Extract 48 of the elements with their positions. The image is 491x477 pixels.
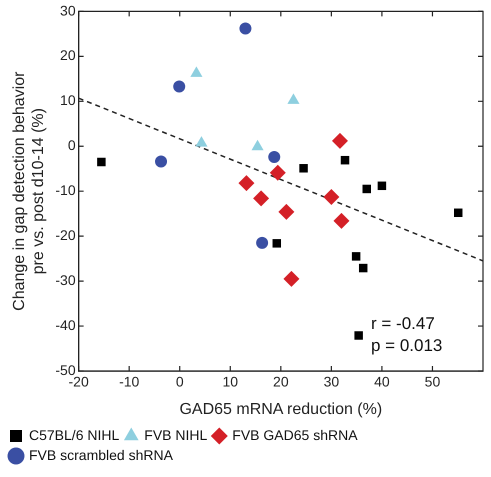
point <box>378 182 386 190</box>
legend-label: FVB GAD65 shRNA <box>232 426 358 443</box>
x-tick-label: 40 <box>374 373 390 390</box>
point <box>195 136 208 147</box>
y-tick-label: -40 <box>55 316 76 333</box>
point <box>354 331 363 340</box>
y-tick-label: 10 <box>60 92 76 108</box>
point <box>299 164 308 173</box>
point <box>358 264 368 272</box>
y-tick-label: 30 <box>60 2 76 18</box>
annotation: p = 0.013 <box>371 336 442 355</box>
legend-label: FVB NIHL <box>144 426 208 443</box>
point <box>454 208 462 218</box>
point <box>238 175 254 192</box>
point <box>268 151 280 164</box>
y-tick-label: -30 <box>55 272 76 288</box>
annotation: r = -0.47 <box>371 314 435 333</box>
x-tick-label: 10 <box>222 373 238 390</box>
point <box>253 190 270 206</box>
point <box>323 189 340 206</box>
legend-label: FVB scrambled shRNA <box>29 446 174 463</box>
point <box>173 80 186 92</box>
point <box>272 239 282 248</box>
point <box>270 164 286 181</box>
y-tick-label: -20 <box>55 227 76 244</box>
y-tick-label: -10 <box>55 182 76 198</box>
x-tick-label: 0 <box>176 373 184 390</box>
point <box>340 156 350 164</box>
point <box>352 252 360 261</box>
point <box>332 132 348 149</box>
x-tick-label: -10 <box>119 373 140 390</box>
y-tick-label: -50 <box>55 362 76 378</box>
y-tick-label: 20 <box>60 47 76 64</box>
point <box>283 270 300 287</box>
x-tick-label: 50 <box>424 373 440 390</box>
point <box>97 158 106 166</box>
point <box>333 212 350 229</box>
x-tick-label: 30 <box>324 373 340 390</box>
x-axis-title: GAD65 mRNA reduction (%) <box>179 400 382 418</box>
point <box>239 22 252 34</box>
point <box>362 184 371 194</box>
y-tick-label: 0 <box>68 137 76 154</box>
legend-label: C57BL/6 NIHL <box>29 426 120 443</box>
point <box>155 156 168 168</box>
point <box>278 204 294 220</box>
x-tick-label: 20 <box>273 373 289 390</box>
y-axis-title: Change in gap detection behavior pre vs. post d10-14 (%) <box>11 70 48 311</box>
point <box>256 236 268 249</box>
